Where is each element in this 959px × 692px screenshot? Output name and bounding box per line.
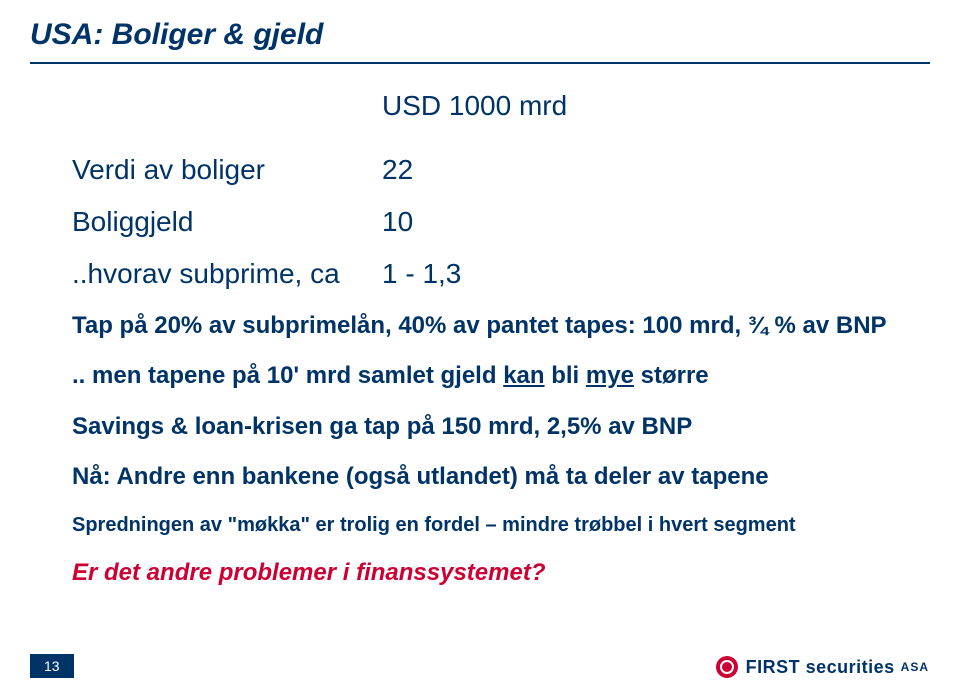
logo-mark-icon xyxy=(716,656,738,678)
page-number: 13 xyxy=(30,654,74,678)
body-text: Tap på 20% av subprimelån, 40% av pantet… xyxy=(72,310,892,607)
body-line-5: Spredningen av "møkka" er trolig en ford… xyxy=(72,512,892,539)
body-line-4: Nå: Andre enn bankene (også utlandet) må… xyxy=(72,461,892,493)
text-fragment: bli xyxy=(545,362,586,389)
logo-suffix: ASA xyxy=(901,660,929,674)
body-question: Er det andre problemer i finanssystemet? xyxy=(72,557,892,589)
body-line-1: Tap på 20% av subprimelån, 40% av pantet… xyxy=(72,310,892,342)
table-row: Boliggjeld 10 xyxy=(72,206,502,238)
table-header: USD 1000 mrd xyxy=(382,90,567,122)
slide-title: USA: Boliger & gjeld xyxy=(30,18,323,52)
body-line-2: .. men tapene på 10' mrd samlet gjeld ka… xyxy=(72,360,892,392)
row-value: 22 xyxy=(382,154,502,186)
underline-text: kan xyxy=(503,362,544,389)
table-row: ..hvorav subprime, ca 1 - 1,3 xyxy=(72,258,502,290)
table-row: Verdi av boliger 22 xyxy=(72,154,502,186)
title-underline xyxy=(30,62,930,64)
company-logo: FIRST securities ASA xyxy=(716,656,929,678)
underline-text: mye xyxy=(586,362,634,389)
text-fragment: .. men tapene på 10' mrd samlet gjeld xyxy=(72,362,503,389)
row-label: Boliggjeld xyxy=(72,206,382,238)
row-value: 1 - 1,3 xyxy=(382,258,502,290)
text-fragment: større xyxy=(634,362,709,389)
row-label: ..hvorav subprime, ca xyxy=(72,258,382,290)
row-value: 10 xyxy=(382,206,502,238)
logo-text: FIRST securities xyxy=(746,657,895,678)
row-label: Verdi av boliger xyxy=(72,154,382,186)
body-line-3: Savings & loan-krisen ga tap på 150 mrd,… xyxy=(72,411,892,443)
slide: USA: Boliger & gjeld USD 1000 mrd Verdi … xyxy=(0,0,959,692)
footer: 13 FIRST securities ASA xyxy=(0,648,959,678)
